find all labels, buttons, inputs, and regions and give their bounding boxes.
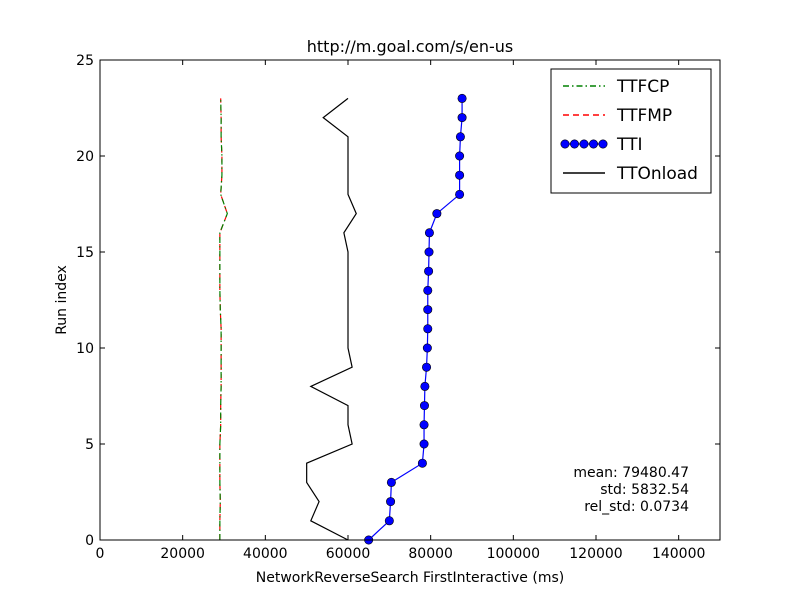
data-point-tti xyxy=(432,209,442,219)
data-point-tti xyxy=(457,113,467,123)
y-tick-label: 25 xyxy=(76,53,94,69)
x-tick-label: 0 xyxy=(96,546,105,562)
legend-marker-tti xyxy=(560,139,570,149)
data-point-tti xyxy=(419,420,429,430)
data-point-tti xyxy=(423,324,433,334)
chart-title: http://m.goal.com/s/en-us xyxy=(307,37,514,56)
x-tick-label: 120000 xyxy=(569,546,622,562)
x-tick-label: 80000 xyxy=(408,546,453,562)
axes-frame xyxy=(99,59,721,541)
data-point-tti xyxy=(424,247,434,257)
y-tick-label: 10 xyxy=(76,341,94,357)
legend-label: TTFMP xyxy=(616,106,672,126)
data-point-tti xyxy=(386,497,396,507)
data-point-tti xyxy=(422,343,432,353)
stats-annotation-line: rel_std: 0.0734 xyxy=(584,499,689,515)
data-point-tti xyxy=(455,151,465,161)
data-point-tti xyxy=(424,266,434,276)
ticks-layer: 0 20000 40000 60000 80000 100000 120000 140000 0… xyxy=(76,53,720,562)
x-tick-label: 40000 xyxy=(243,546,288,562)
data-point-tti xyxy=(419,439,429,449)
legend-marker-tti xyxy=(588,139,598,149)
legend-label: TTFCP xyxy=(616,77,669,97)
data-point-tti xyxy=(417,458,427,468)
data-point-tti xyxy=(386,477,396,487)
data-point-tti xyxy=(419,401,429,411)
data-point-tti xyxy=(384,516,394,526)
x-tick-label: 100000 xyxy=(487,546,540,562)
legend-label: TTI xyxy=(616,135,642,155)
legend-marker-tti xyxy=(579,139,589,149)
stats-annotation-line: mean: 79480.47 xyxy=(573,465,689,481)
series-line-tti xyxy=(368,98,463,541)
y-axis-label: Run index xyxy=(54,265,70,335)
y-tick-label: 0 xyxy=(85,533,94,549)
data-point-tti xyxy=(455,132,465,142)
data-point-tti xyxy=(457,93,467,103)
legend-marker-tti xyxy=(569,139,579,149)
data-point-tti xyxy=(422,362,432,372)
legend-label: TTOnload xyxy=(616,164,698,184)
plot-area xyxy=(219,93,467,545)
x-axis-label: NetworkReverseSearch FirstInteractive (m… xyxy=(256,570,564,586)
x-tick-label: 60000 xyxy=(326,546,371,562)
data-point-tti xyxy=(420,381,430,391)
data-point-tti xyxy=(423,285,433,295)
data-point-tti xyxy=(455,170,465,180)
x-tick-label: 140000 xyxy=(652,546,705,562)
series-line-ttonload xyxy=(306,97,357,541)
legend: TTFCP TTFMP TTI TTOnload xyxy=(550,68,712,194)
y-tick-label: 20 xyxy=(76,149,94,165)
y-tick-label: 15 xyxy=(76,245,94,261)
x-tick-label: 20000 xyxy=(160,546,205,562)
data-point-tti xyxy=(455,189,465,199)
y-tick-label: 5 xyxy=(85,437,94,453)
data-point-tti xyxy=(423,305,433,315)
stats-annotation-line: std: 5832.54 xyxy=(600,482,689,498)
series-line-ttfcp xyxy=(219,98,228,540)
data-point-tti xyxy=(424,228,434,238)
legend-marker-tti xyxy=(598,139,608,149)
